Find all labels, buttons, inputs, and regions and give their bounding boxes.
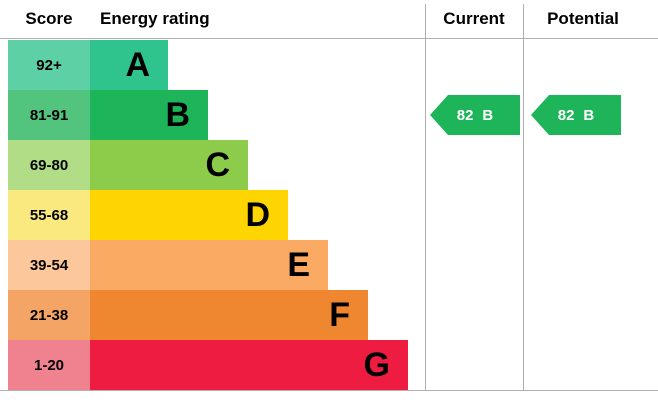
rating-row-c: 69-80 C: [8, 140, 408, 190]
score-band-g: 1-20: [8, 340, 90, 390]
rating-bar-g: G: [90, 340, 408, 390]
rating-letter-d: D: [245, 196, 270, 234]
potential-rating-letter: B: [583, 106, 595, 124]
current-column-divider-line: [425, 4, 426, 390]
score-band-d: 55-68: [8, 190, 90, 240]
rating-row-b: 81-91 B: [8, 90, 408, 140]
rating-row-f: 21-38 F: [8, 290, 408, 340]
rating-bar-d: D: [90, 190, 288, 240]
bottom-divider-line: [0, 390, 658, 391]
rating-row-g: 1-20 G: [8, 340, 408, 390]
current-column-header: Current: [443, 9, 505, 28]
score-column-header: Score: [25, 9, 73, 28]
rating-bar-a: A: [90, 40, 168, 90]
current-rating-letter: B: [482, 106, 494, 124]
chart-header: Score Energy rating Current Potential: [0, 0, 658, 38]
score-band-f: 21-38: [8, 290, 90, 340]
rating-bar-f: F: [90, 290, 368, 340]
rating-rows: 92+ A 81-91 B 69-80 C 55-68 D 39-54: [8, 40, 408, 390]
rating-letter-f: F: [329, 296, 350, 334]
energy-rating-column-header: Energy rating: [100, 9, 210, 28]
current-rating-value: 82: [456, 106, 474, 124]
potential-column-divider-line: [523, 4, 524, 390]
current-rating-arrow: 82 B: [430, 95, 520, 135]
rating-letter-g: G: [363, 346, 390, 384]
score-band-b: 81-91: [8, 90, 90, 140]
rating-letter-b: B: [165, 96, 190, 134]
rating-bar-e: E: [90, 240, 328, 290]
rating-row-d: 55-68 D: [8, 190, 408, 240]
score-band-c: 69-80: [8, 140, 90, 190]
rating-letter-c: C: [205, 146, 230, 184]
rating-row-a: 92+ A: [8, 40, 408, 90]
score-band-e: 39-54: [8, 240, 90, 290]
potential-rating-arrow: 82 B: [531, 95, 621, 135]
score-band-a: 92+: [8, 40, 90, 90]
rating-bar-b: B: [90, 90, 208, 140]
rating-letter-e: E: [287, 246, 310, 284]
rating-row-e: 39-54 E: [8, 240, 408, 290]
potential-rating-value: 82: [557, 106, 575, 124]
header-divider-line: [0, 38, 658, 39]
rating-bar-c: C: [90, 140, 248, 190]
rating-letter-a: A: [125, 46, 150, 84]
potential-column-header: Potential: [547, 9, 619, 28]
